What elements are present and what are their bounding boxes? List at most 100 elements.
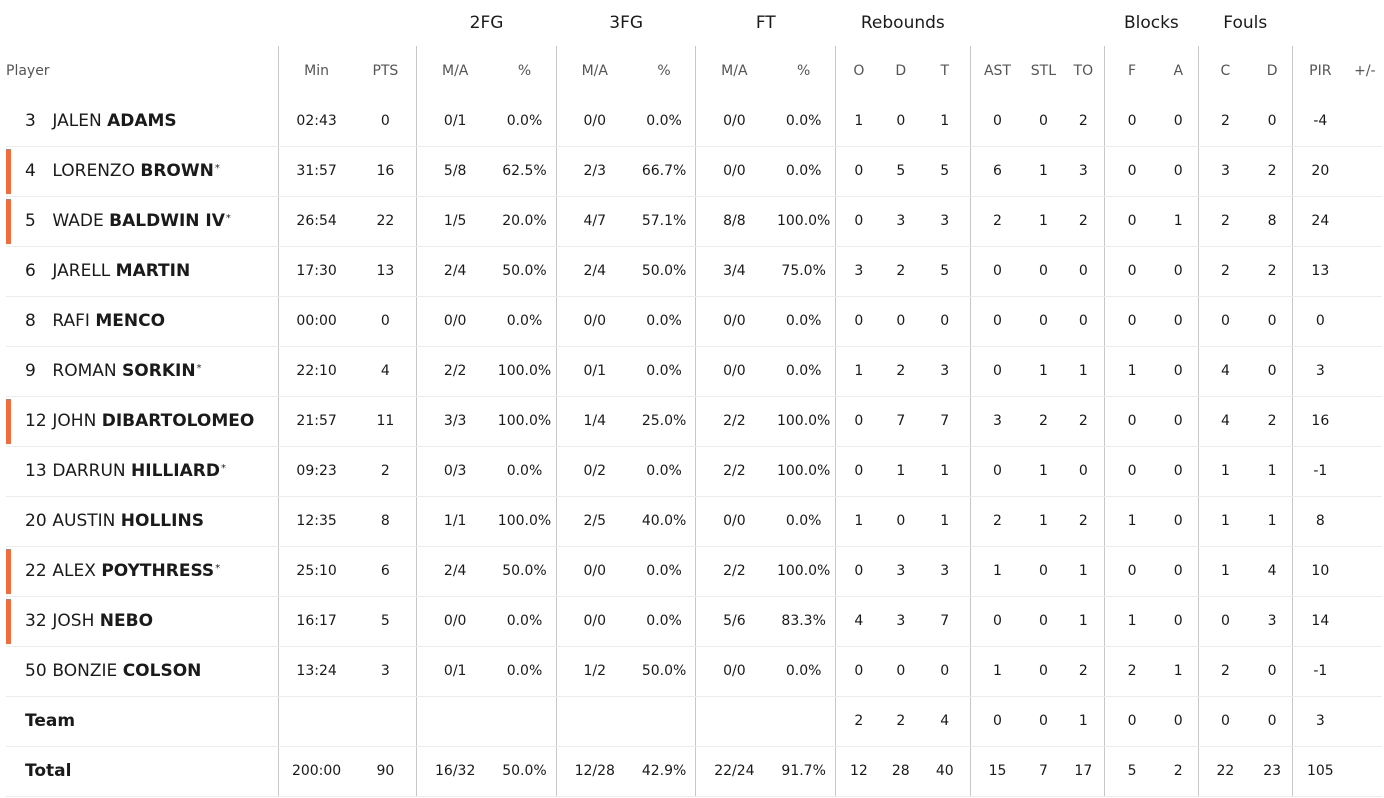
col-header-foul-c[interactable]: C: [1197, 46, 1253, 96]
stat-ft-ma: 0/0: [695, 496, 773, 547]
player-last-name[interactable]: POYTHRESS: [101, 561, 215, 581]
player-first-name[interactable]: JALEN: [52, 110, 102, 131]
col-header-ft-pct[interactable]: %: [797, 63, 811, 79]
player-row[interactable]: 5 WADE BALDWIN IV* 26:54 22 1/5 20.0% 4/7 57.1…: [6, 196, 1382, 247]
col-header-plus-minus[interactable]: +/-: [1354, 63, 1376, 79]
starter-marker: [6, 398, 11, 444]
stat-pir: -1: [1291, 446, 1348, 497]
player-row[interactable]: 6 JARELL MARTIN 17:30 13 2/4 50.0% 2/4 50.0% 3/…: [6, 246, 1382, 297]
player-number: 20: [25, 511, 47, 531]
stat-blk-a: 0: [1158, 496, 1199, 547]
player-cell[interactable]: 8 RAFI MENCO: [6, 296, 279, 347]
player-row[interactable]: 22 ALEX POYTHRESS* 25:10 6 2/4 50.0% 0/0 0.0% 2…: [6, 546, 1382, 597]
player-cell[interactable]: 20 AUSTIN HOLLINS: [6, 496, 279, 547]
player-row[interactable]: 12 JOHN DIBARTOLOMEO 21:57 11 3/3 100.0% 1/4 2…: [6, 396, 1382, 447]
player-last-name[interactable]: ADAMS: [107, 110, 177, 131]
col-header-blk-a[interactable]: A: [1173, 63, 1184, 79]
player-cell[interactable]: 4 LORENZO BROWN*: [6, 146, 279, 197]
player-first-name[interactable]: AUSTIN: [52, 511, 116, 531]
player-last-name[interactable]: NEBO: [99, 611, 154, 631]
player-last-name[interactable]: HILLIARD: [131, 461, 220, 481]
stat-stl: 1: [1024, 496, 1063, 547]
player-first-name[interactable]: JARELL: [52, 261, 111, 281]
col-header-3fg-ma[interactable]: M/A: [555, 46, 633, 96]
player-first-name[interactable]: JOSH: [52, 611, 95, 631]
player-cell[interactable]: 6 JARELL MARTIN: [6, 246, 279, 297]
stat-blk-a: 0: [1158, 246, 1199, 297]
player-last-name[interactable]: DIBARTOLOMEO: [101, 411, 255, 431]
stat-plus-minus: [1347, 146, 1382, 197]
player-first-name[interactable]: DARRUN: [52, 461, 126, 481]
col-header-pir[interactable]: PIR: [1291, 46, 1348, 96]
stat-reb-d: 2: [881, 696, 920, 747]
col-header-reb-d[interactable]: D: [895, 63, 907, 79]
stat-foul-d: 23: [1252, 746, 1293, 797]
col-header-pts[interactable]: PTS: [372, 63, 399, 79]
col-header-reb-t[interactable]: T: [940, 63, 950, 79]
stat-min: 200:00: [277, 746, 355, 797]
player-last-name[interactable]: SORKIN: [122, 361, 196, 381]
player-row[interactable]: 4 LORENZO BROWN* 31:57 16 5/8 62.5% 2/3 66.7% 0…: [6, 146, 1382, 197]
player-first-name[interactable]: ROMAN: [52, 361, 117, 381]
player-row[interactable]: 8 RAFI MENCO 00:00 0 0/0 0.0% 0/0 0.0% 0/0 0.0% 0…: [6, 296, 1382, 347]
col-header-ft-ma[interactable]: M/A: [695, 46, 773, 96]
player-row[interactable]: 50 BONZIE COLSON 13:24 3 0/1 0.0% 1/2 50.0% 0/0…: [6, 646, 1382, 697]
player-row[interactable]: 3 JALEN ADAMS 02:43 0 0/1 0.0% 0/0 0.0% 0/0 0.0%…: [6, 96, 1382, 147]
player-last-name[interactable]: COLSON: [122, 661, 202, 681]
player-first-name[interactable]: JOHN: [52, 411, 97, 431]
player-first-name[interactable]: LORENZO: [52, 161, 135, 181]
player-cell[interactable]: 50 BONZIE COLSON: [6, 646, 279, 697]
col-header-player[interactable]: Player: [6, 63, 50, 79]
col-header-blk-f[interactable]: F: [1104, 46, 1159, 96]
stat-reb-o: 0: [835, 446, 882, 497]
col-header-to[interactable]: TO: [1073, 63, 1094, 79]
player-first-name[interactable]: BONZIE: [52, 661, 118, 681]
player-number: 32: [25, 611, 47, 631]
stat-2fg-pct: 0.0%: [493, 646, 557, 697]
player-cell[interactable]: 32 JOSH NEBO: [6, 596, 279, 647]
col-header-stl[interactable]: STL: [1030, 63, 1057, 79]
player-last-name[interactable]: BALDWIN IV: [109, 211, 225, 231]
stat-ft-ma: 0/0: [695, 146, 773, 197]
player-star-mark: *: [220, 463, 226, 474]
stat-3fg-ma: 0/2: [555, 446, 633, 497]
player-first-name[interactable]: RAFI: [52, 311, 90, 331]
stat-2fg-pct: 100.0%: [493, 496, 557, 547]
col-header-2fg-ma[interactable]: M/A: [416, 46, 494, 96]
col-header-min[interactable]: Min: [277, 46, 355, 96]
stat-min: 31:57: [277, 146, 355, 197]
player-cell[interactable]: 13 DARRUN HILLIARD*: [6, 446, 279, 497]
player-row[interactable]: 32 JOSH NEBO 16:17 5 0/0 0.0% 0/0 0.0% 5/6 83.3%…: [6, 596, 1382, 647]
player-last-name[interactable]: BROWN: [140, 161, 214, 181]
stat-plus-minus: [1347, 346, 1382, 397]
col-header-ast[interactable]: AST: [969, 46, 1025, 96]
player-cell[interactable]: 22 ALEX POYTHRESS*: [6, 546, 279, 597]
player-cell[interactable]: 5 WADE BALDWIN IV*: [6, 196, 279, 247]
player-first-name[interactable]: WADE: [52, 211, 104, 231]
stat-to: 2: [1062, 646, 1105, 697]
player-row[interactable]: 13 DARRUN HILLIARD* 09:23 2 0/3 0.0% 0/2 0.0% 2…: [6, 446, 1382, 497]
player-cell[interactable]: 12 JOHN DIBARTOLOMEO: [6, 396, 279, 447]
col-header-2fg-pct[interactable]: %: [517, 63, 532, 79]
stat-foul-c: 4: [1197, 346, 1253, 397]
player-last-name[interactable]: MARTIN: [115, 261, 191, 281]
stat-reb-d: 0: [881, 296, 920, 347]
player-row[interactable]: 9 ROMAN SORKIN* 22:10 4 2/2 100.0% 0/1 0.0% 0/0…: [6, 346, 1382, 397]
team-row: Team 2 2 4 0 0 1 0 0 0 0 3: [6, 696, 1382, 747]
stat-pts: 11: [354, 396, 417, 447]
player-row[interactable]: 20 AUSTIN HOLLINS 12:35 8 1/1 100.0% 2/5 40.0%…: [6, 496, 1382, 547]
player-cell[interactable]: 3 JALEN ADAMS: [6, 96, 279, 147]
col-header-3fg-pct[interactable]: %: [657, 63, 671, 79]
stat-2fg-pct: [493, 696, 557, 747]
stat-foul-c: 4: [1197, 396, 1253, 447]
stat-reb-t: 7: [919, 396, 971, 447]
player-last-name[interactable]: MENCO: [95, 311, 166, 331]
player-first-name[interactable]: ALEX: [52, 561, 96, 581]
col-header-foul-d[interactable]: D: [1266, 63, 1278, 79]
stat-2fg-pct: 0.0%: [493, 446, 557, 497]
player-cell[interactable]: 9 ROMAN SORKIN*: [6, 346, 279, 397]
player-last-name[interactable]: HOLLINS: [120, 511, 204, 531]
col-header-reb-o[interactable]: O: [835, 46, 882, 96]
player-star-mark: *: [214, 163, 220, 174]
stat-ast: 1: [969, 646, 1025, 697]
